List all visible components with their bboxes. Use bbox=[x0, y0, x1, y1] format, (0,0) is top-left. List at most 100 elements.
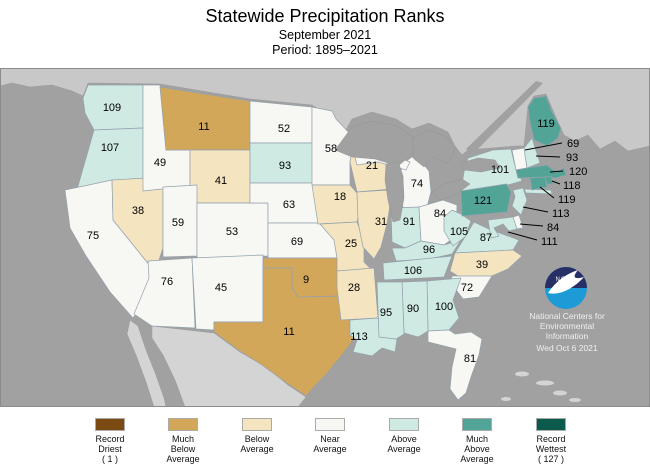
callout-label-CT: 119 bbox=[558, 194, 576, 206]
state-AR bbox=[336, 267, 379, 321]
callout-label-DE: 84 bbox=[547, 222, 559, 234]
state-label-CA: 75 bbox=[87, 230, 99, 242]
legend-swatch-record_wettest bbox=[536, 418, 566, 431]
state-label-WA: 109 bbox=[103, 102, 121, 114]
legend-swatch-record_driest bbox=[95, 418, 125, 431]
state-label-MT: 11 bbox=[198, 121, 209, 133]
callout-line-DE bbox=[519, 223, 544, 227]
legend: Record Driest( 1 ) Much Below Average Below Av… bbox=[0, 418, 650, 475]
island bbox=[569, 398, 581, 402]
state-label-AR: 28 bbox=[348, 282, 360, 294]
state-ND bbox=[249, 100, 313, 144]
state-label-CO: 53 bbox=[226, 226, 238, 238]
state-label-WV: 105 bbox=[450, 226, 468, 238]
legend-swatch-much_above bbox=[462, 418, 492, 431]
lake-michigan bbox=[384, 160, 405, 223]
state-label-SD: 93 bbox=[279, 160, 291, 172]
state-MS bbox=[376, 281, 405, 340]
state-ME bbox=[527, 95, 562, 147]
state-label-GA: 100 bbox=[435, 301, 453, 313]
island bbox=[501, 397, 511, 401]
legend-label-below: Below Average bbox=[240, 434, 274, 454]
legend-item-above: Above Average bbox=[367, 418, 441, 454]
state-WV bbox=[443, 209, 472, 247]
state-label-WI: 21 bbox=[366, 160, 378, 172]
subtitle-month: September 2021 bbox=[278, 27, 372, 42]
noaa-org-line: Environmental bbox=[540, 321, 594, 331]
state-label-NV: 38 bbox=[132, 205, 144, 217]
callout-label-MD: 111 bbox=[541, 236, 558, 248]
state-label-IA: 18 bbox=[334, 191, 346, 203]
state-NH bbox=[523, 137, 541, 169]
st-lawrence-river bbox=[466, 81, 543, 155]
state-label-FL: 81 bbox=[464, 353, 476, 365]
state-label-AL: 90 bbox=[407, 303, 419, 315]
state-label-PA: 121 bbox=[474, 195, 492, 207]
legend-swatch-above bbox=[389, 418, 419, 431]
callout-label-VT: 69 bbox=[567, 138, 579, 150]
state-label-LA: 113 bbox=[350, 331, 368, 343]
state-label-MS: 95 bbox=[380, 307, 392, 319]
legend-swatch-near bbox=[315, 418, 345, 431]
legend-item-record_wettest: Record Wettest( 127 ) bbox=[514, 418, 588, 464]
state-label-ID: 49 bbox=[154, 157, 166, 169]
state-FL bbox=[427, 329, 483, 401]
state-label-AZ: 76 bbox=[161, 276, 173, 288]
lake-ontario bbox=[460, 157, 501, 173]
state-label-VA: 87 bbox=[480, 232, 492, 244]
callout-line-CT bbox=[539, 186, 555, 199]
state-label-KS: 69 bbox=[291, 236, 303, 248]
state-TX bbox=[213, 267, 356, 397]
state-NJ bbox=[511, 187, 528, 216]
page-title: Statewide Precipitation Ranks bbox=[205, 6, 445, 26]
state-label-ND: 52 bbox=[278, 123, 290, 135]
state-TN bbox=[382, 255, 453, 281]
state-label-KY: 96 bbox=[423, 244, 435, 256]
state-label-IL: 31 bbox=[375, 216, 387, 228]
legend-label-above: Above Average bbox=[387, 434, 421, 454]
legend-item-much_below: Much Below Average bbox=[146, 418, 220, 464]
legend-item-much_above: Much Above Average bbox=[440, 418, 514, 464]
callout-line-NH bbox=[535, 155, 561, 158]
callout-label-NH: 93 bbox=[566, 152, 578, 164]
state-label-MO: 25 bbox=[345, 238, 357, 250]
legend-item-near: Near Average bbox=[293, 418, 367, 454]
state-NC bbox=[449, 249, 523, 279]
island bbox=[536, 380, 554, 386]
legend-label-near: Near Average bbox=[313, 434, 347, 454]
state-label-MI: 74 bbox=[411, 178, 423, 190]
island bbox=[515, 371, 529, 377]
state-label-NM: 45 bbox=[215, 282, 227, 294]
lake-huron bbox=[411, 129, 456, 168]
callout-line-RI bbox=[551, 180, 561, 185]
lake-erie bbox=[430, 178, 471, 201]
noaa-date: Wed Oct 6 2021 bbox=[536, 343, 598, 353]
callout-line-VT bbox=[524, 142, 563, 151]
callout-line-NJ bbox=[522, 206, 549, 213]
state-label-TN: 106 bbox=[404, 265, 422, 277]
callout-label-MA: 120 bbox=[569, 166, 587, 178]
state-label-ME: 119 bbox=[537, 118, 555, 130]
us-precipitation-map: 109 107 75 38 49 11 41 59 53 76 45 52 93 63 69 9 11 58 18 2… bbox=[0, 68, 650, 407]
callout-label-RI: 118 bbox=[563, 180, 581, 192]
state-label-IN: 91 bbox=[403, 216, 415, 228]
legend-label-much_below: Much Below Average bbox=[166, 434, 200, 464]
state-label-OH: 84 bbox=[434, 208, 446, 220]
state-label-SC: 72 bbox=[461, 282, 473, 294]
state-NY-part bbox=[523, 188, 553, 195]
map-svg: 109 107 75 38 49 11 41 59 53 76 45 52 93 63 69 9 11 58 18 2… bbox=[0, 68, 650, 407]
state-label-OK: 9 bbox=[303, 274, 309, 286]
legend-item-below: Below Average bbox=[220, 418, 294, 454]
callout-line-MA bbox=[549, 170, 564, 173]
mexico-landmass bbox=[151, 325, 307, 407]
state-label-WY: 41 bbox=[215, 175, 227, 187]
baja-california-landmass bbox=[126, 319, 167, 407]
legend-label-much_above: Much Above Average bbox=[460, 434, 494, 464]
island bbox=[553, 390, 567, 396]
state-label-MN: 58 bbox=[325, 143, 337, 155]
noaa-logo-text: NOAA bbox=[555, 277, 576, 283]
state-NM bbox=[191, 254, 264, 331]
subtitle-period: Period: 1895–2021 bbox=[272, 43, 378, 58]
callout-line-MD bbox=[507, 231, 538, 241]
